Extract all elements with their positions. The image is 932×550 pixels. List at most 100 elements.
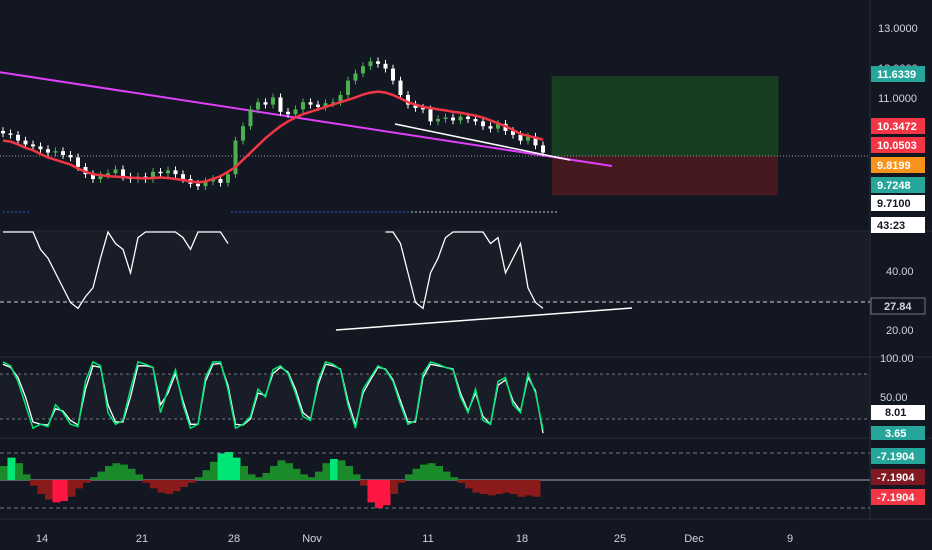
volume-dot xyxy=(351,211,353,213)
candle-body xyxy=(278,97,283,112)
volume-dot xyxy=(363,211,365,213)
candle-body xyxy=(98,175,103,179)
volume-dot xyxy=(447,211,449,213)
hist-bar xyxy=(510,480,518,494)
volume-dot xyxy=(503,211,505,213)
volume-dot xyxy=(499,211,501,213)
volume-dot xyxy=(427,211,429,213)
volume-dot xyxy=(311,211,313,213)
volume-dot xyxy=(327,211,329,213)
hist-bar xyxy=(337,460,346,480)
oscillator-level-badge xyxy=(870,297,926,315)
hist-bar xyxy=(240,466,248,480)
hist-bar xyxy=(390,480,398,494)
volume-dot xyxy=(395,211,397,213)
volume-dot xyxy=(315,211,317,213)
candle-body xyxy=(203,181,208,187)
volume-dot xyxy=(467,211,469,213)
hist-bar xyxy=(142,480,151,483)
volume-dot xyxy=(27,211,29,213)
time-tick-label: 28 xyxy=(228,533,240,545)
last-price-label: 10.0503 xyxy=(877,140,917,152)
hist-bar xyxy=(172,480,181,492)
hist-bar xyxy=(270,466,278,480)
green-price-label: 9.7248 xyxy=(877,180,911,192)
time-tick-label: 9 xyxy=(787,533,793,545)
hist-bar xyxy=(22,474,31,480)
candle-body xyxy=(338,95,343,103)
hist-bar xyxy=(90,477,98,480)
candle-body xyxy=(121,169,125,177)
candle-body xyxy=(526,136,530,141)
volume-dot xyxy=(367,211,369,213)
volume-dot xyxy=(243,211,245,213)
candle-body xyxy=(151,171,155,179)
candle-body xyxy=(301,102,305,110)
volume-dot xyxy=(507,211,509,213)
volume-dot xyxy=(459,211,461,213)
time-tick-label: 25 xyxy=(614,533,626,545)
candle-body xyxy=(376,61,380,64)
stoch-k-value: 8.01 xyxy=(885,407,906,419)
volume-dot xyxy=(551,211,553,213)
candle-body xyxy=(158,171,163,174)
volume-dot xyxy=(543,211,545,213)
candle-body xyxy=(31,144,35,147)
stoch-d-value: 3.65 xyxy=(885,428,906,440)
target-zone xyxy=(551,76,779,157)
volume-dot xyxy=(15,211,17,213)
volume-dot xyxy=(3,211,5,213)
volume-dot xyxy=(547,211,549,213)
candle-body xyxy=(226,174,230,183)
candle-body xyxy=(511,131,515,135)
candle-body xyxy=(218,179,223,183)
volume-dot xyxy=(267,211,269,213)
hist-bar xyxy=(210,461,218,480)
hist-bar xyxy=(277,460,286,480)
volume-dot xyxy=(411,211,413,213)
hist-bar xyxy=(285,463,293,480)
last-price-badge xyxy=(871,137,925,153)
candle-body xyxy=(383,63,388,69)
oscillator-band xyxy=(0,232,870,302)
volume-dot xyxy=(339,211,341,213)
magenta-trendline xyxy=(0,71,613,167)
hist-bar xyxy=(262,473,271,480)
green-price-badge xyxy=(871,177,925,193)
volume-dot xyxy=(299,211,301,213)
candle-body xyxy=(518,134,523,141)
ma-red-price-badge xyxy=(871,118,925,134)
time-tick-label: 18 xyxy=(516,533,528,545)
hist-bar xyxy=(352,474,361,480)
volume-dot xyxy=(511,211,513,213)
candle-body xyxy=(496,123,500,129)
hist-bar xyxy=(435,466,443,480)
volume-dot xyxy=(343,211,345,213)
hist-bar xyxy=(472,480,481,493)
volume-dot xyxy=(535,211,537,213)
volume-dot xyxy=(287,211,289,213)
volume-dot xyxy=(331,211,333,213)
volume-dot xyxy=(483,211,485,213)
candle-body xyxy=(61,151,65,155)
time-tick-label: Nov xyxy=(302,533,322,545)
volume-dot xyxy=(275,211,277,213)
hist-bar xyxy=(0,466,8,480)
hist-bar xyxy=(457,480,466,483)
hist-bar xyxy=(480,480,488,494)
candle-body xyxy=(233,140,238,175)
hist-bar xyxy=(60,480,68,501)
hist-bar xyxy=(255,477,263,480)
hist-bar xyxy=(307,477,316,480)
volume-dot xyxy=(263,211,265,213)
stoch-k-badge xyxy=(871,405,925,420)
volume-dot xyxy=(391,211,393,213)
candle-body xyxy=(46,149,50,153)
entry-price-badge xyxy=(871,157,925,173)
price-tick-label: 11.0000 xyxy=(878,93,917,105)
volume-dot xyxy=(491,211,493,213)
candle-body xyxy=(428,109,433,122)
hist-badge xyxy=(871,469,925,485)
time-tick-label: 21 xyxy=(136,533,148,545)
